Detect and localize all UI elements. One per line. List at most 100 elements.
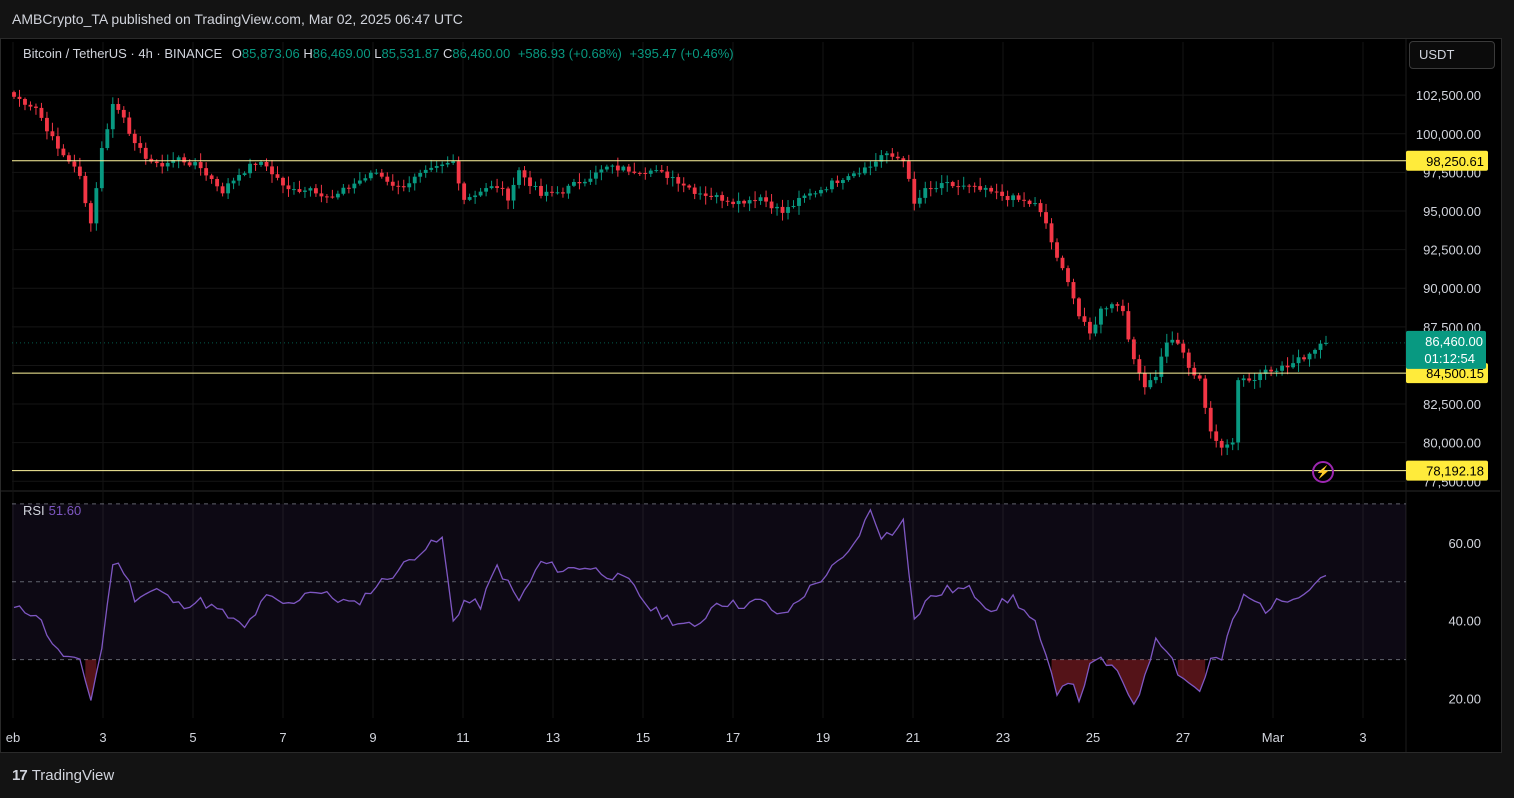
candle-body [88,203,93,224]
rsi-tick-label: 40.00 [1448,614,1481,629]
candle-body [928,188,933,190]
candle-body [253,163,258,165]
rsi-legend[interactable]: RSI 51.60 [23,503,81,518]
candle-body [330,196,335,198]
candle-body [1225,444,1230,448]
price-tick-label: 102,500.00 [1416,88,1481,103]
candle-body [610,165,615,167]
rsi-label: RSI [23,503,45,518]
candle-body [237,174,241,181]
symbol-legend[interactable]: Bitcoin / TetherUS · 4h · BINANCE O85,87… [23,46,734,61]
candle-body [45,117,49,132]
candle-body [939,183,944,189]
open-value: 85,873.06 [241,46,300,61]
candle-body [401,186,406,188]
candle-body [445,162,450,165]
candle-body [703,193,708,196]
date-tick-label: eb [6,730,20,745]
candle-body [1016,195,1021,200]
candle-body [901,158,906,162]
candle-body [187,162,192,166]
candle-body [835,180,840,184]
candle-body [950,182,955,187]
candle-body [215,179,220,187]
price-tick-label: 92,500.00 [1423,243,1481,258]
currency-button[interactable]: USDT [1409,41,1495,69]
candle-body [1120,305,1125,312]
candle-body [1313,349,1317,354]
candle-body [99,148,104,189]
candle-body [434,166,439,168]
candle-body [105,129,110,149]
candle-body [83,175,88,204]
rsi-value: 51.60 [48,503,82,518]
date-tick-label: 3 [1359,730,1366,745]
candle-body [374,172,379,174]
candle-body [308,188,313,191]
date-tick-label: 3 [99,730,106,745]
date-tick-label: 19 [816,730,830,745]
countdown-label: 01:12:54 [1424,351,1475,366]
candle-body [637,172,642,174]
candle-body [747,200,752,204]
change-value: +586.93 (+0.68%) [517,46,622,61]
candle-body [615,165,620,171]
candle-body [259,161,263,165]
candle-body [588,178,593,182]
candle-body [264,161,269,167]
candle-body [12,92,16,97]
candle-body [242,173,247,175]
candle-body [1109,304,1114,309]
level-tag [1406,150,1488,171]
candle-body [1263,369,1268,374]
candle-body [61,148,66,156]
candle-body [198,162,203,169]
tradingview-brand: TradingView [31,767,115,784]
symbol-name[interactable]: Bitcoin / TetherUS · 4h · BINANCE [23,46,223,61]
candle-body [368,172,373,179]
candle-body [1104,308,1109,310]
candle-body [281,177,285,186]
candle-body [528,177,532,187]
level-tag-label: 78,192.18 [1426,464,1484,479]
candle-body [1170,339,1175,343]
candle-body [582,181,587,184]
candle-body [462,183,467,200]
candle-body [956,186,961,188]
candle-body [725,200,730,202]
candle-body [165,162,170,167]
candle-body [1005,195,1010,201]
candle-body [94,188,99,224]
candle-body [1291,363,1295,368]
candle-body [681,183,686,186]
candle-body [1115,304,1120,306]
candle-body [659,170,664,172]
candle-body [1192,367,1197,376]
rsi-tick-label: 20.00 [1448,692,1481,707]
candle-body [171,160,176,163]
candle-body [275,174,280,178]
candle-body [1000,191,1005,196]
date-tick-label: Mar [1262,730,1285,745]
date-tick-label: 21 [906,730,920,745]
date-tick-label: 11 [456,730,470,745]
candle-body [819,189,823,194]
candle-body [698,193,703,195]
candle-body [379,172,384,177]
bolt-icon[interactable]: ⚡ [1312,461,1334,483]
candle-body [55,136,60,149]
candle-body [1302,357,1306,360]
last-price-tag [1406,330,1486,369]
publisher-line: AMBCrypto_TA published on TradingView.co… [12,11,463,27]
chart-panel[interactable] [0,38,1502,753]
candle-body [517,170,521,185]
candle-body [972,185,977,187]
candle-body [808,193,812,196]
tradingview-footer[interactable]: 17 TradingView [12,767,114,784]
candle-body [912,178,917,204]
candle-body [1044,212,1048,224]
last-price-label: 86,460.00 [1425,334,1483,349]
candle-body [1280,365,1285,371]
candle-body [555,192,560,194]
